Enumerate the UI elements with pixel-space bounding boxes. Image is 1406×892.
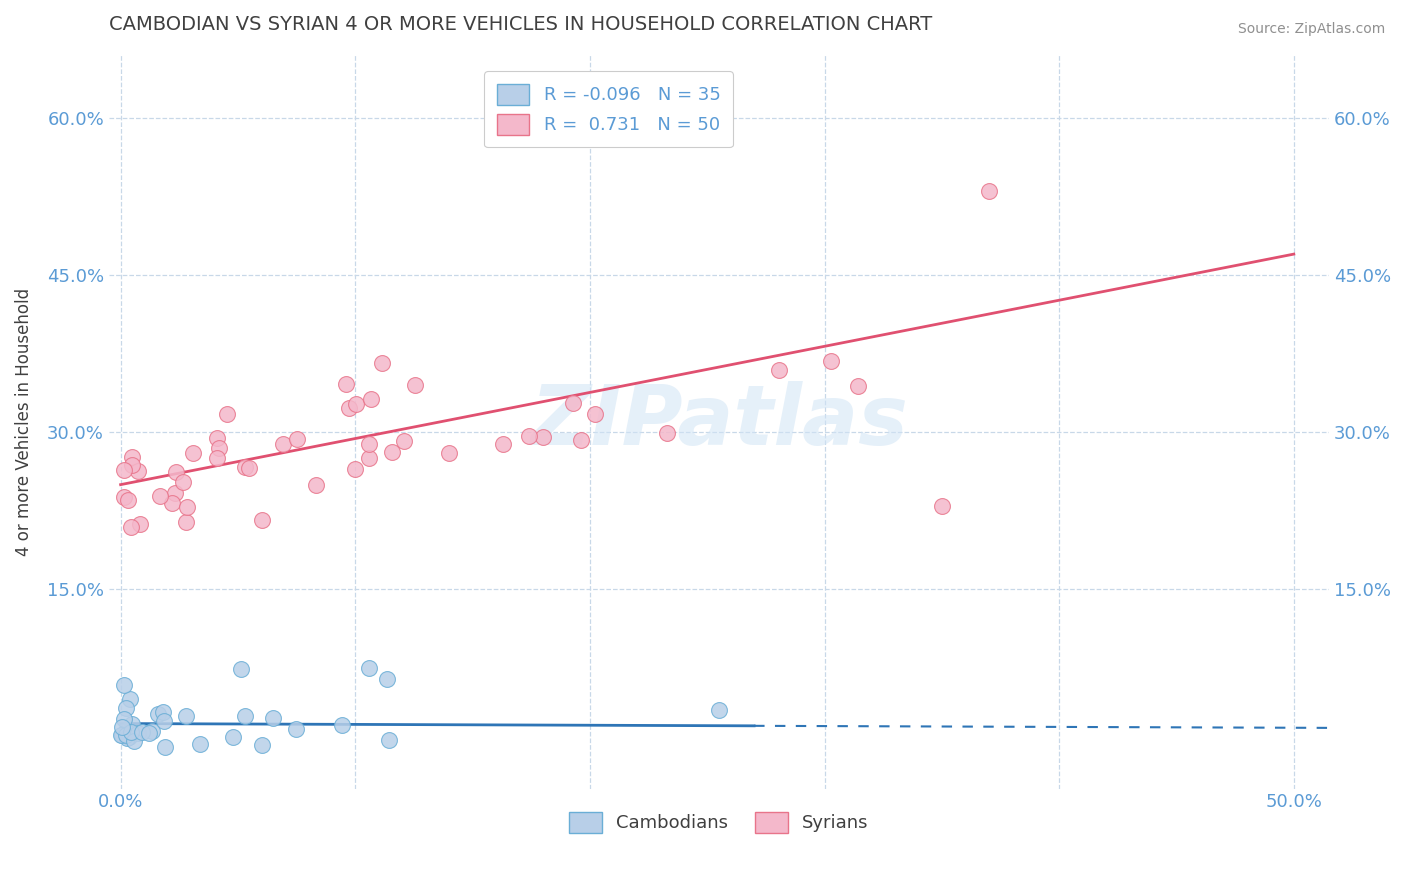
- Point: [375, 672, 398, 686]
- Point: [112, 712, 135, 726]
- Point: [163, 486, 186, 500]
- Point: [820, 354, 842, 368]
- Point: [153, 714, 176, 728]
- Point: [112, 490, 135, 504]
- Point: [378, 733, 401, 747]
- Point: [114, 701, 136, 715]
- Point: [122, 734, 145, 748]
- Point: [262, 711, 284, 725]
- Point: [359, 451, 381, 466]
- Point: [110, 728, 132, 742]
- Point: [181, 445, 204, 459]
- Point: [357, 436, 380, 450]
- Point: [931, 499, 953, 513]
- Point: [222, 731, 245, 745]
- Point: [165, 466, 187, 480]
- Point: [115, 723, 138, 738]
- Point: [360, 392, 382, 406]
- Point: [176, 500, 198, 515]
- Point: [285, 432, 308, 446]
- Point: [250, 739, 273, 753]
- Point: [162, 496, 184, 510]
- Point: [335, 377, 357, 392]
- Point: [188, 737, 211, 751]
- Point: [118, 692, 141, 706]
- Point: [110, 728, 132, 742]
- Point: [305, 478, 328, 492]
- Point: [583, 407, 606, 421]
- Point: [117, 493, 139, 508]
- Point: [111, 720, 134, 734]
- Legend: Cambodians, Syrians: Cambodians, Syrians: [557, 799, 882, 846]
- Point: [233, 459, 256, 474]
- Point: [127, 464, 149, 478]
- Point: [273, 437, 295, 451]
- Point: [562, 396, 585, 410]
- Point: [569, 434, 592, 448]
- Point: [205, 450, 228, 465]
- Point: [208, 441, 231, 455]
- Point: [337, 401, 360, 416]
- Point: [141, 723, 163, 738]
- Point: [118, 730, 141, 744]
- Point: [768, 362, 790, 376]
- Point: [250, 513, 273, 527]
- Point: [284, 722, 307, 736]
- Point: [238, 461, 260, 475]
- Point: [231, 662, 253, 676]
- Point: [404, 378, 426, 392]
- Point: [129, 516, 152, 531]
- Text: CAMBODIAN VS SYRIAN 4 OR MORE VEHICLES IN HOUSEHOLD CORRELATION CHART: CAMBODIAN VS SYRIAN 4 OR MORE VEHICLES I…: [108, 15, 932, 34]
- Point: [344, 462, 367, 476]
- Point: [655, 425, 678, 440]
- Point: [148, 706, 170, 721]
- Point: [120, 725, 142, 739]
- Point: [112, 678, 135, 692]
- Point: [707, 703, 730, 717]
- Point: [149, 490, 172, 504]
- Point: [115, 731, 138, 746]
- Point: [977, 184, 1000, 198]
- Point: [131, 725, 153, 739]
- Point: [233, 709, 256, 723]
- Point: [330, 718, 353, 732]
- Point: [491, 437, 513, 451]
- Point: [121, 458, 143, 472]
- Point: [121, 717, 143, 731]
- Point: [217, 407, 239, 421]
- Text: Source: ZipAtlas.com: Source: ZipAtlas.com: [1237, 22, 1385, 37]
- Point: [127, 725, 149, 739]
- Point: [152, 705, 174, 719]
- Point: [172, 475, 194, 489]
- Point: [531, 430, 554, 444]
- Point: [174, 515, 197, 529]
- Point: [517, 429, 540, 443]
- Point: [115, 727, 138, 741]
- Point: [174, 709, 197, 723]
- Point: [846, 379, 869, 393]
- Point: [344, 397, 367, 411]
- Point: [359, 661, 381, 675]
- Point: [138, 725, 160, 739]
- Point: [381, 445, 404, 459]
- Point: [371, 356, 394, 370]
- Point: [205, 431, 228, 445]
- Point: [121, 520, 143, 534]
- Point: [121, 450, 143, 464]
- Y-axis label: 4 or more Vehicles in Household: 4 or more Vehicles in Household: [15, 288, 32, 556]
- Text: ZIPatlas: ZIPatlas: [530, 381, 908, 462]
- Point: [153, 739, 176, 754]
- Point: [437, 446, 460, 460]
- Point: [392, 434, 415, 448]
- Point: [112, 463, 135, 477]
